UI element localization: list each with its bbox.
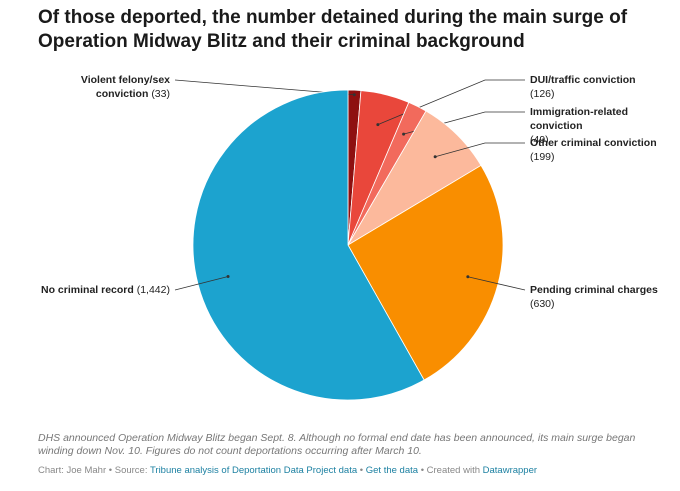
footnote: DHS announced Operation Midway Blitz beg… [38,432,636,457]
slice-label: DUI/traffic conviction (126) [530,73,636,101]
pie-slice [347,164,504,381]
value-label: (630) [530,298,555,310]
category-label: DUI/traffic conviction [530,74,636,86]
slice-label: Violent felony/sex conviction (33) [50,73,170,101]
value-label: (49) [530,134,549,146]
leader-line [435,142,525,158]
category-label: Immigration-related conviction [530,106,629,132]
source-prefix: Source: [114,465,148,476]
source-link[interactable]: Tribune analysis of Deportation Data Pro… [149,465,358,476]
leader-dot [376,123,380,127]
separator: • [359,465,364,476]
value-label: (199) [530,151,555,163]
leader-dot [352,93,356,97]
leader-dot [226,274,230,278]
leader-dot [433,155,437,159]
value-label: (1,442) [136,284,170,296]
separator: • [108,465,113,476]
slice-label: No criminal record (1,442) [41,283,170,297]
source-line: Chart: Joe Mahr • Source: Tribune analys… [38,465,537,476]
category-label: Other criminal conviction [530,137,657,149]
chart-title: Of those deported, the number detained d… [38,7,628,52]
category-label: No criminal record [41,284,134,296]
slice-label: Immigration-related conviction (49) [530,105,680,147]
tool-link[interactable]: Datawrapper [482,465,538,476]
leader-dot [466,275,470,279]
leader-line [174,276,229,291]
slice-label: Pending criminal charges (630) [530,283,658,311]
slice-label: Other criminal conviction (199) [530,136,657,164]
separator: • [420,465,425,476]
value-label: (126) [530,88,555,100]
created-with: Created with [426,465,480,476]
category-label: Pending criminal charges [530,284,658,296]
pie-chart [174,79,526,401]
leader-dot [402,132,406,136]
get-data-link[interactable]: Get the data [365,465,419,476]
byline: Chart: Joe Mahr [38,465,107,476]
leader-line [467,276,526,291]
category-label: Violent felony/sex conviction [80,74,170,100]
value-label: (33) [151,88,170,100]
